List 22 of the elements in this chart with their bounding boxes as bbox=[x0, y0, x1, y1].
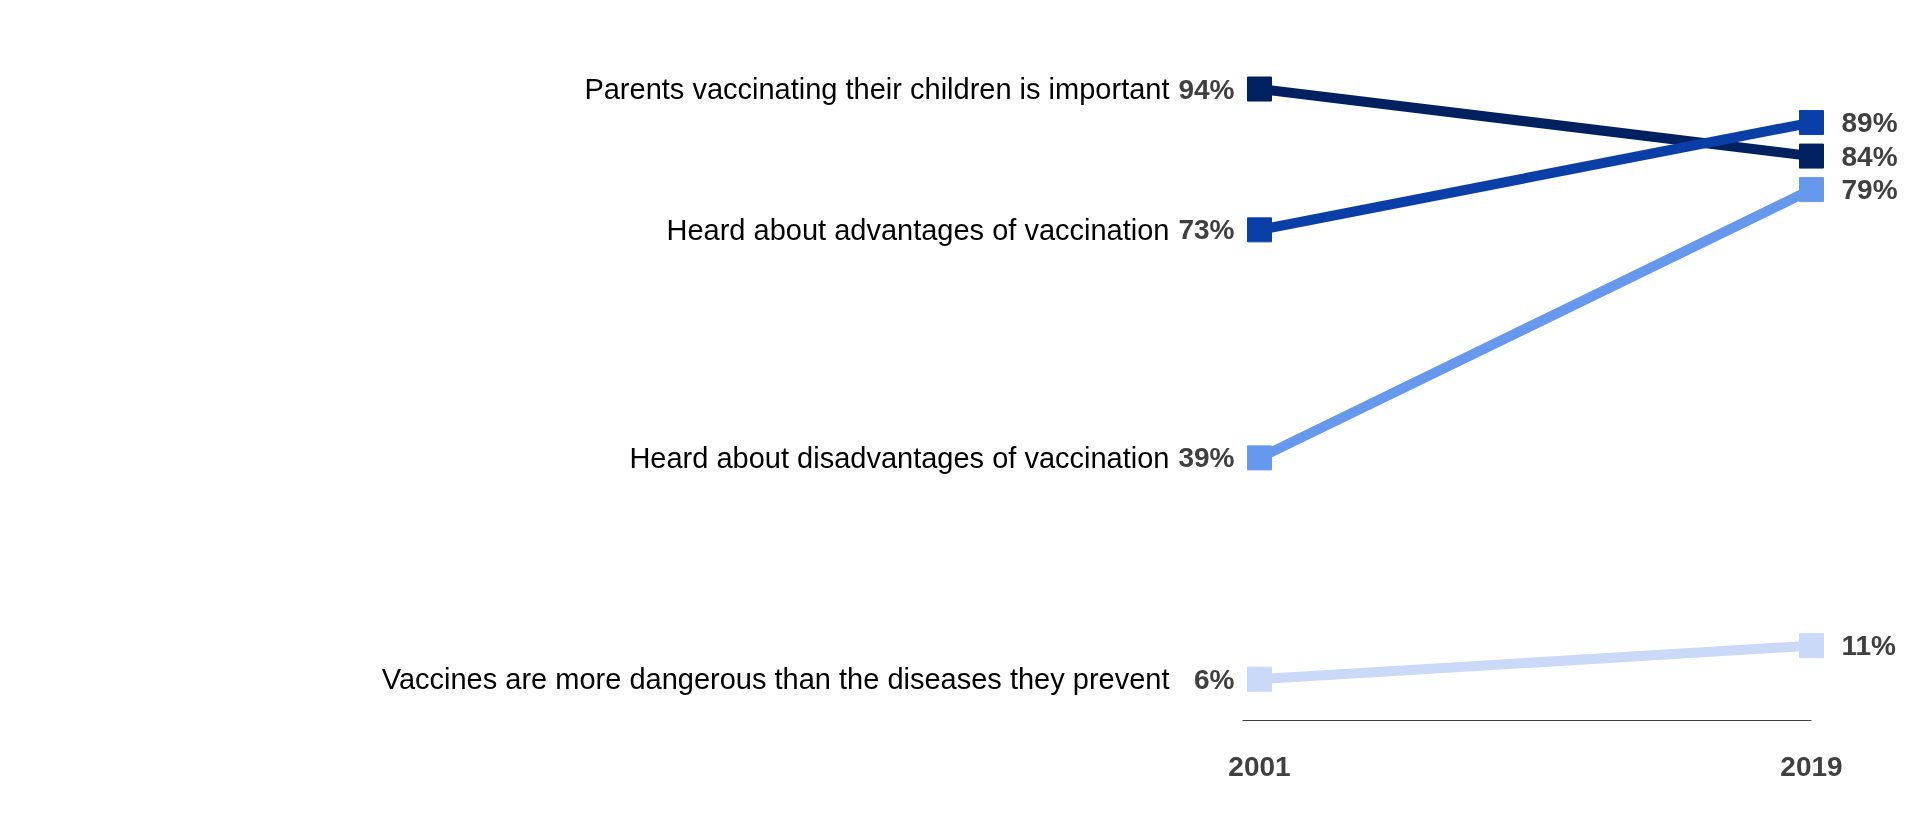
data-label: 73% bbox=[1178, 214, 1235, 246]
point bbox=[1799, 177, 1824, 203]
point bbox=[1799, 633, 1824, 659]
data-label: 79% bbox=[1841, 174, 1898, 206]
data-label: 6% bbox=[1194, 663, 1235, 695]
point bbox=[1247, 217, 1272, 243]
text: Parents vaccinating their children is important bbox=[584, 73, 1170, 106]
x-tick-label: 2001 bbox=[1228, 750, 1291, 782]
data-label: 84% bbox=[1841, 140, 1898, 172]
point bbox=[1799, 110, 1824, 136]
data-label: 89% bbox=[1841, 107, 1898, 139]
text: Heard about advantages of vaccination bbox=[666, 213, 1170, 246]
data-label: 94% bbox=[1178, 73, 1235, 105]
x-tick-label: 2019 bbox=[1780, 750, 1843, 782]
point bbox=[1247, 445, 1272, 471]
point bbox=[1247, 666, 1272, 692]
data-label: 39% bbox=[1178, 442, 1235, 474]
point bbox=[1247, 76, 1272, 102]
text: Vaccines are more dangerous than the diseases they prevent bbox=[381, 663, 1170, 696]
data-label: 11% bbox=[1841, 630, 1897, 662]
text: Heard about disadvantages of vaccination bbox=[629, 441, 1170, 474]
point bbox=[1799, 143, 1824, 169]
